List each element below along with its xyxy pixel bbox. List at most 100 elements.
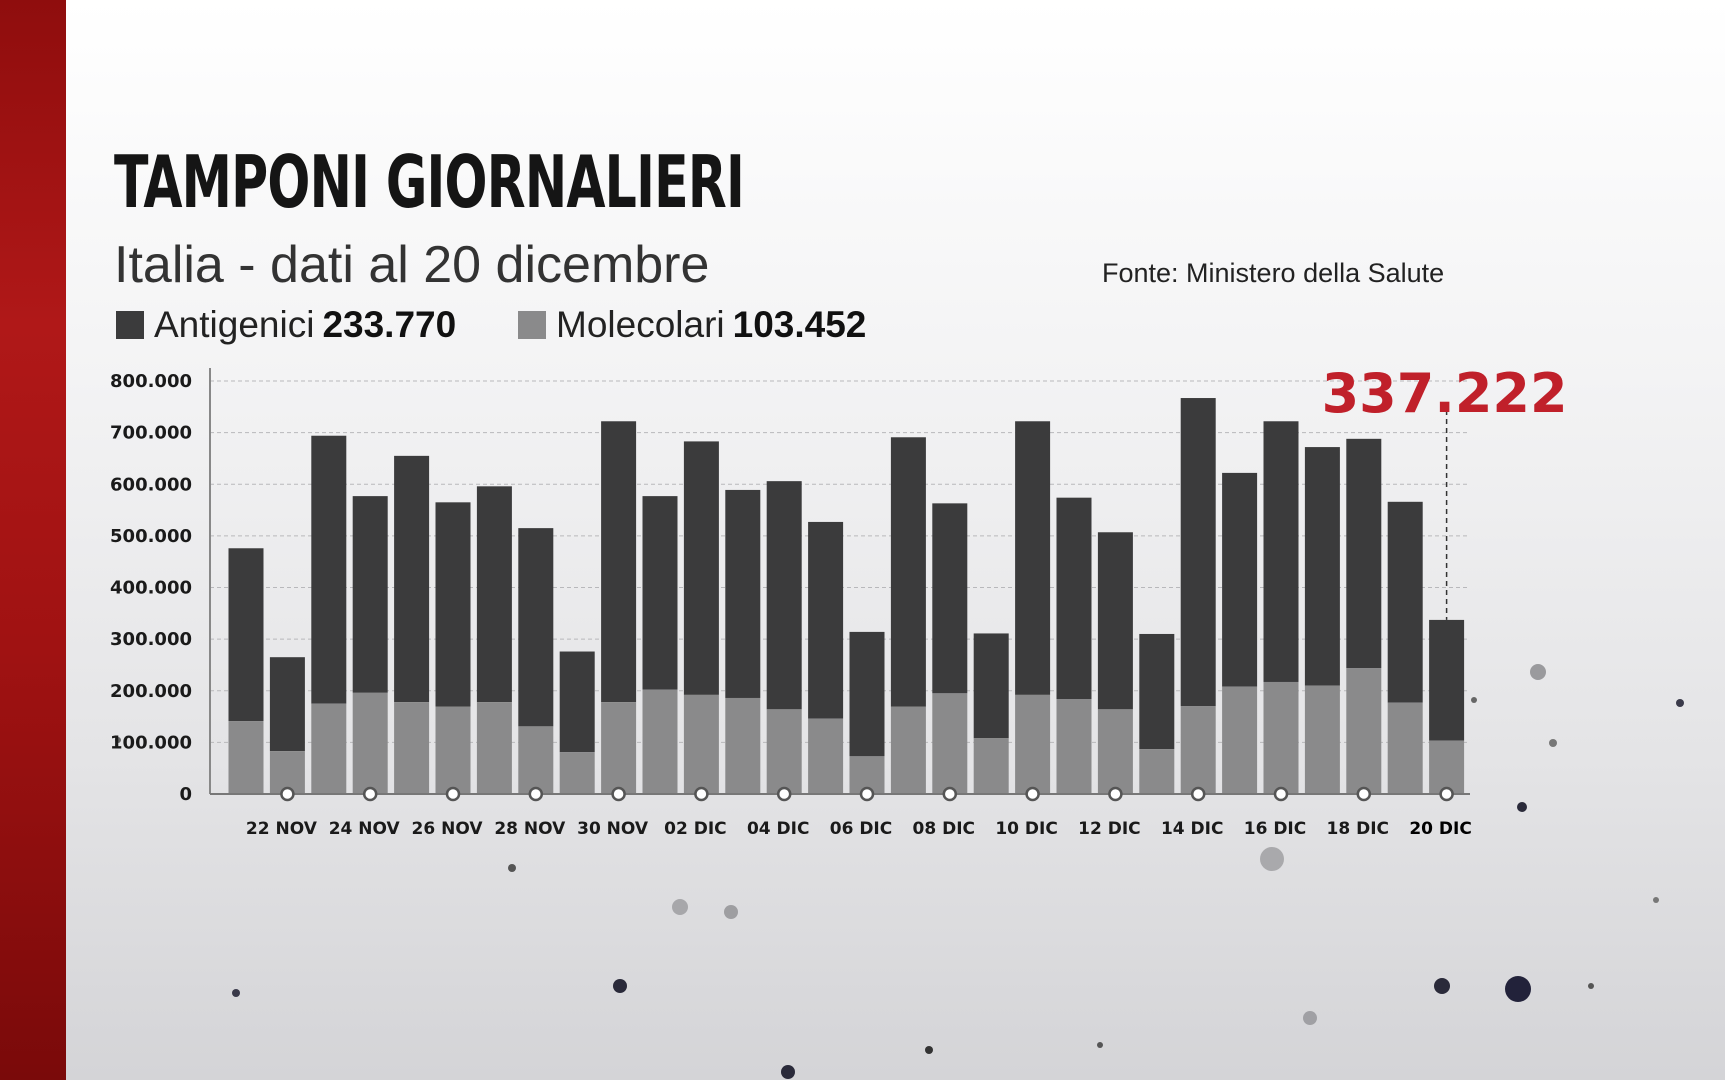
y-tick-label: 200.000 <box>110 681 192 702</box>
background-dot <box>1471 697 1477 703</box>
bar-molecolari <box>890 706 926 794</box>
x-tick-label: 14 DIC <box>1161 819 1224 839</box>
bar-molecolari <box>683 694 719 794</box>
bar-molecolari <box>435 706 471 794</box>
bar-antigenici <box>1346 438 1382 669</box>
y-tick-label: 400.000 <box>110 578 192 599</box>
legend-label-antigenici: Antigenici <box>154 304 315 345</box>
background-dot <box>1517 802 1527 812</box>
x-tick-label: 02 DIC <box>664 819 727 839</box>
background-dot <box>781 1065 795 1079</box>
x-tick-marker <box>1356 786 1372 802</box>
legend-value-molecolari: 103.452 <box>732 304 867 345</box>
x-tick-marker <box>362 786 378 802</box>
y-axis-ticks: 0 100.000 200.000 300.000 400.000 500.000 600.… <box>110 371 192 805</box>
x-tick-marker <box>1025 786 1040 802</box>
x-tick-marker <box>859 786 875 802</box>
bar-molecolari <box>311 703 347 794</box>
bar-antigenici <box>932 503 968 694</box>
legend-swatch-antigenici <box>116 311 144 339</box>
legend-item-antigenici: Antigenici 233.770 <box>116 304 457 345</box>
bar-molecolari <box>973 738 1009 794</box>
bar-molecolari <box>601 702 637 794</box>
bar-antigenici <box>435 502 471 707</box>
bar-molecolari <box>559 752 595 794</box>
bar-antigenici <box>476 486 512 703</box>
x-tick-marker <box>280 786 295 802</box>
background-dot <box>1434 978 1450 994</box>
y-tick-label: 0 <box>179 784 192 805</box>
background-dot <box>115 737 121 743</box>
x-tick-marker <box>942 786 958 802</box>
bar-molecolari <box>1387 702 1423 794</box>
background-dot <box>672 899 688 915</box>
background-dots <box>115 664 1684 1079</box>
x-tick-label: 26 NOV <box>412 819 484 839</box>
bar-molecolari <box>1304 685 1340 794</box>
bar-molecolari <box>476 702 512 794</box>
bar-antigenici <box>269 657 305 752</box>
page-title: TAMPONI GIORNALIERI <box>114 140 745 224</box>
bar-antigenici <box>849 631 885 757</box>
x-axis-ticks: 22 NOV 24 NOV 26 NOV 28 NOV 30 NOV 02 DIC 04 D… <box>246 786 1472 839</box>
background-dot <box>1549 739 1557 747</box>
background-dot <box>508 864 516 872</box>
background-dot <box>1530 664 1546 680</box>
y-tick-label: 600.000 <box>110 474 192 495</box>
y-tick-label: 700.000 <box>110 423 192 444</box>
x-tick-label: 06 DIC <box>830 819 893 839</box>
bar-molecolari <box>808 718 844 794</box>
x-tick-marker <box>1439 786 1454 802</box>
bar-antigenici <box>725 489 761 698</box>
background-dot <box>724 905 738 919</box>
x-tick-marker <box>528 786 544 802</box>
x-tick-label: 16 DIC <box>1244 819 1307 839</box>
background-dot <box>1097 1042 1103 1048</box>
bar-antigenici <box>1097 532 1133 710</box>
y-tick-label: 300.000 <box>110 629 192 650</box>
bar-antigenici <box>1139 633 1175 750</box>
bar-antigenici <box>766 481 802 710</box>
x-tick-marker <box>611 786 626 802</box>
bar-molecolari <box>1222 686 1258 794</box>
x-tick-label: 28 NOV <box>494 819 566 839</box>
legend-item-molecolari: Molecolari 103.452 <box>518 304 867 345</box>
background-dot <box>1303 1011 1317 1025</box>
bar-molecolari <box>1015 694 1051 794</box>
side-band <box>0 0 66 1080</box>
legend-label-molecolari: Molecolari <box>556 304 725 345</box>
bar-antigenici <box>1304 447 1340 686</box>
bar-antigenici <box>890 437 926 707</box>
legend-swatch-molecolari <box>518 311 546 339</box>
background-dot <box>1653 897 1659 903</box>
x-tick-marker <box>776 786 792 802</box>
bar-antigenici <box>1387 501 1423 703</box>
background-dot <box>925 1046 933 1054</box>
bar-antigenici <box>973 633 1009 739</box>
x-tick-label: 12 DIC <box>1078 819 1141 839</box>
x-tick-label: 24 NOV <box>329 819 401 839</box>
bar-molecolari <box>642 689 678 794</box>
bar-molecolari <box>1097 709 1133 794</box>
background-dot <box>1505 976 1531 1002</box>
y-tick-label: 800.000 <box>110 371 192 392</box>
x-tick-label: 22 NOV <box>246 819 318 839</box>
background-dot <box>1588 983 1594 989</box>
x-tick-label: 20 DIC <box>1409 819 1472 839</box>
axes <box>209 368 1470 795</box>
x-tick-marker <box>1108 786 1123 802</box>
bar-molecolari <box>1139 749 1175 794</box>
bar-molecolari <box>1429 740 1465 794</box>
x-tick-marker <box>694 786 709 802</box>
x-tick-label: 18 DIC <box>1327 819 1390 839</box>
annotation: 337.222 <box>1322 362 1568 620</box>
x-tick-label: 30 NOV <box>577 819 649 839</box>
bar-molecolari <box>518 726 554 794</box>
source-note: Fonte: Ministero della Salute <box>1102 258 1445 288</box>
bar-molecolari <box>228 721 264 794</box>
callout-value: 337.222 <box>1322 362 1568 425</box>
y-tick-label: 500.000 <box>110 526 192 547</box>
bar-antigenici <box>311 435 347 704</box>
legend-value-antigenici: 233.770 <box>322 304 457 345</box>
bar-antigenici <box>518 528 554 727</box>
